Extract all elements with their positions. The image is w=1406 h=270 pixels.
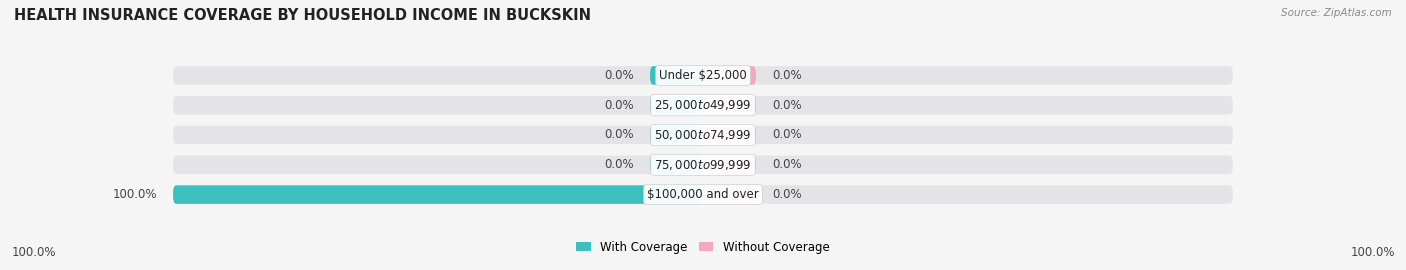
Text: 100.0%: 100.0% bbox=[11, 246, 56, 259]
FancyBboxPatch shape bbox=[173, 126, 1233, 144]
Text: 100.0%: 100.0% bbox=[112, 188, 157, 201]
Text: 0.0%: 0.0% bbox=[605, 158, 634, 171]
FancyBboxPatch shape bbox=[703, 126, 756, 144]
Text: Source: ZipAtlas.com: Source: ZipAtlas.com bbox=[1281, 8, 1392, 18]
FancyBboxPatch shape bbox=[650, 96, 703, 114]
FancyBboxPatch shape bbox=[173, 185, 1233, 204]
Text: 0.0%: 0.0% bbox=[772, 129, 801, 141]
Text: 0.0%: 0.0% bbox=[605, 69, 634, 82]
FancyBboxPatch shape bbox=[650, 156, 703, 174]
Text: 0.0%: 0.0% bbox=[772, 69, 801, 82]
Text: 0.0%: 0.0% bbox=[772, 188, 801, 201]
Text: $50,000 to $74,999: $50,000 to $74,999 bbox=[654, 128, 752, 142]
Text: 0.0%: 0.0% bbox=[772, 158, 801, 171]
Text: HEALTH INSURANCE COVERAGE BY HOUSEHOLD INCOME IN BUCKSKIN: HEALTH INSURANCE COVERAGE BY HOUSEHOLD I… bbox=[14, 8, 591, 23]
Text: 0.0%: 0.0% bbox=[605, 99, 634, 112]
Legend: With Coverage, Without Coverage: With Coverage, Without Coverage bbox=[576, 241, 830, 254]
FancyBboxPatch shape bbox=[173, 66, 1233, 85]
Text: 100.0%: 100.0% bbox=[1350, 246, 1395, 259]
Text: 0.0%: 0.0% bbox=[605, 129, 634, 141]
FancyBboxPatch shape bbox=[173, 156, 1233, 174]
FancyBboxPatch shape bbox=[650, 66, 703, 85]
Text: $100,000 and over: $100,000 and over bbox=[647, 188, 759, 201]
Text: 0.0%: 0.0% bbox=[772, 99, 801, 112]
Text: $25,000 to $49,999: $25,000 to $49,999 bbox=[654, 98, 752, 112]
Text: Under $25,000: Under $25,000 bbox=[659, 69, 747, 82]
Text: $75,000 to $99,999: $75,000 to $99,999 bbox=[654, 158, 752, 172]
FancyBboxPatch shape bbox=[703, 156, 756, 174]
FancyBboxPatch shape bbox=[650, 126, 703, 144]
FancyBboxPatch shape bbox=[173, 96, 1233, 114]
FancyBboxPatch shape bbox=[703, 185, 756, 204]
FancyBboxPatch shape bbox=[703, 66, 756, 85]
FancyBboxPatch shape bbox=[173, 185, 703, 204]
FancyBboxPatch shape bbox=[703, 96, 756, 114]
